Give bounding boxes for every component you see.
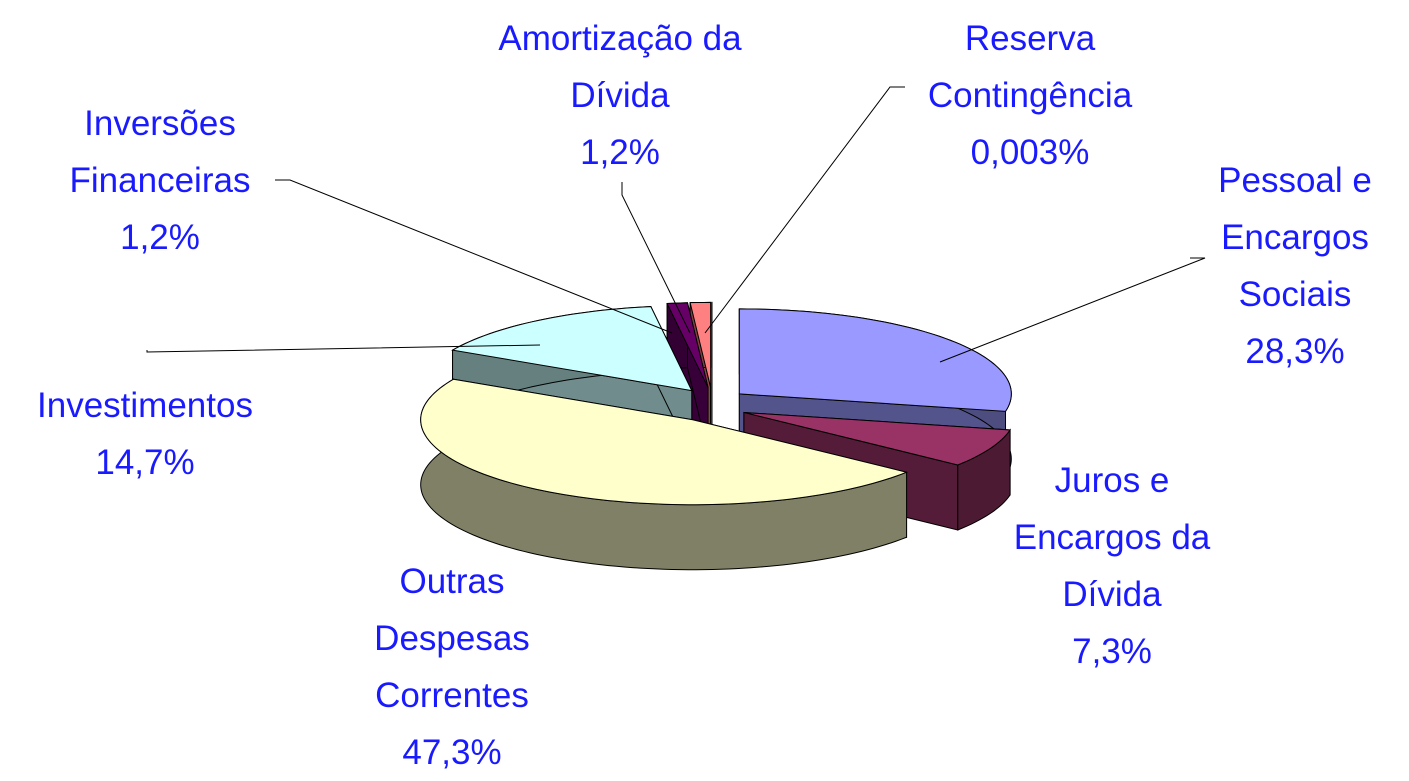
slice-value: 0,003% (910, 124, 1150, 181)
slice-value: 47,3% (357, 724, 547, 781)
slice-name: Outras Despesas Correntes (357, 553, 547, 724)
slice-value: 1,2% (55, 209, 265, 266)
slice-name: Pessoal e Encargos Sociais (1195, 152, 1395, 323)
slice (739, 309, 1011, 411)
leader-line (940, 258, 1205, 362)
slice-value: 1,2% (485, 124, 755, 181)
slice-name: Investimentos (0, 377, 295, 434)
slice-value: 7,3% (987, 623, 1237, 680)
slice-name: Reserva Contingência (910, 10, 1150, 124)
slice-value: 28,3% (1195, 323, 1395, 380)
slice-name: Inversões Financeiras (55, 95, 265, 209)
slice-name: Juros e Encargos da Dívida (987, 452, 1237, 623)
slice-value: 14,7% (0, 434, 295, 491)
slice-name: Amortização da Dívida (485, 10, 755, 124)
